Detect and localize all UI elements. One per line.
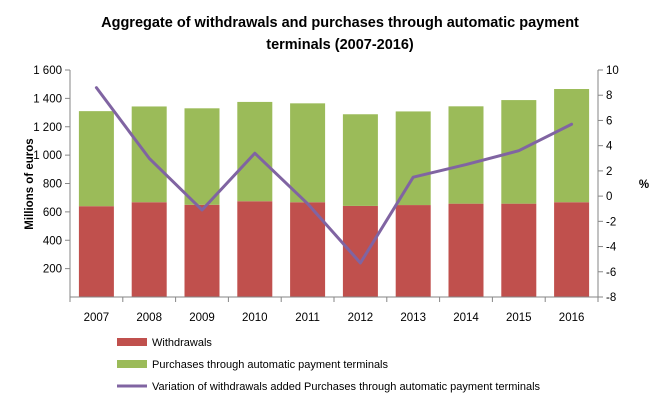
bar-withdrawals-2014 <box>449 204 484 297</box>
y-tick-label: 200 <box>43 264 62 276</box>
x-tick-label: 2014 <box>453 312 479 324</box>
bar-withdrawals-2016 <box>554 202 589 297</box>
legend-label: Withdrawals <box>152 337 212 349</box>
y-tick-label: 600 <box>43 207 62 219</box>
x-tick-label: 2013 <box>400 312 426 324</box>
x-tick-label: 2009 <box>189 312 215 324</box>
y2-tick-label: -2 <box>606 216 616 228</box>
bar-withdrawals-2008 <box>132 202 167 297</box>
y-tick-label: 1 200 <box>33 122 62 134</box>
bar-purchases-2008 <box>132 106 167 202</box>
x-tick-label: 2016 <box>559 312 585 324</box>
line-series-variation <box>96 88 571 263</box>
y2-tick-label: -4 <box>606 242 617 254</box>
y2-tick-label: 4 <box>606 141 613 153</box>
bar-withdrawals-2012 <box>343 206 378 297</box>
chart-title: Aggregate of withdrawals and purchases t… <box>101 15 579 53</box>
y-tick-label: 1 600 <box>33 65 62 77</box>
legend-label: Purchases through automatic payment term… <box>152 359 389 371</box>
x-tick-label: 2008 <box>136 312 162 324</box>
bar-withdrawals-2015 <box>501 204 536 297</box>
y-tick-label: 400 <box>43 235 62 247</box>
chart-title-line-1: Aggregate of withdrawals and purchases t… <box>101 15 579 31</box>
y-tick-label: 1 400 <box>33 93 62 105</box>
bar-purchases-2014 <box>449 106 484 203</box>
legend-label: Variation of withdrawals added Purchases… <box>152 381 541 393</box>
x-tick-label: 2011 <box>295 312 320 324</box>
x-tick-label: 2012 <box>348 312 374 324</box>
x-tick-label: 2015 <box>506 312 532 324</box>
bar-withdrawals-2010 <box>237 201 272 297</box>
bar-purchases-2016 <box>554 89 589 202</box>
line-layer <box>96 88 571 263</box>
legend: Withdrawals Purchases through automatic p… <box>117 337 541 393</box>
y2-tick-label: -6 <box>606 267 616 279</box>
x-tick-label: 2007 <box>84 312 110 324</box>
legend-swatch-purchases <box>117 360 147 368</box>
y2-tick-label: 8 <box>606 90 612 102</box>
y-axis-title: Millions of euros <box>24 138 36 229</box>
bar-withdrawals-2007 <box>79 206 114 297</box>
y2-tick-label: 0 <box>606 191 612 203</box>
y2-tick-label: -8 <box>606 292 616 304</box>
bars-layer <box>79 89 589 297</box>
bar-purchases-2010 <box>237 102 272 201</box>
bar-withdrawals-2009 <box>185 205 220 297</box>
bar-purchases-2012 <box>343 114 378 206</box>
bar-purchases-2011 <box>290 103 325 202</box>
legend-swatch-withdrawals <box>117 338 147 346</box>
chart-title-line-2: terminals (2007-2016) <box>266 37 414 53</box>
bar-purchases-2007 <box>79 111 114 206</box>
y2-tick-label: 2 <box>606 166 612 178</box>
y-tick-label: 1 000 <box>33 150 62 162</box>
x-tick-label: 2010 <box>242 312 268 324</box>
y2-tick-label: 6 <box>606 115 612 127</box>
y2-tick-label: 10 <box>606 65 619 77</box>
y-tick-label: 800 <box>43 179 62 191</box>
y2-axis-title: % <box>639 179 649 191</box>
bar-purchases-2009 <box>185 108 220 204</box>
bar-purchases-2013 <box>396 111 431 205</box>
bar-withdrawals-2013 <box>396 205 431 297</box>
